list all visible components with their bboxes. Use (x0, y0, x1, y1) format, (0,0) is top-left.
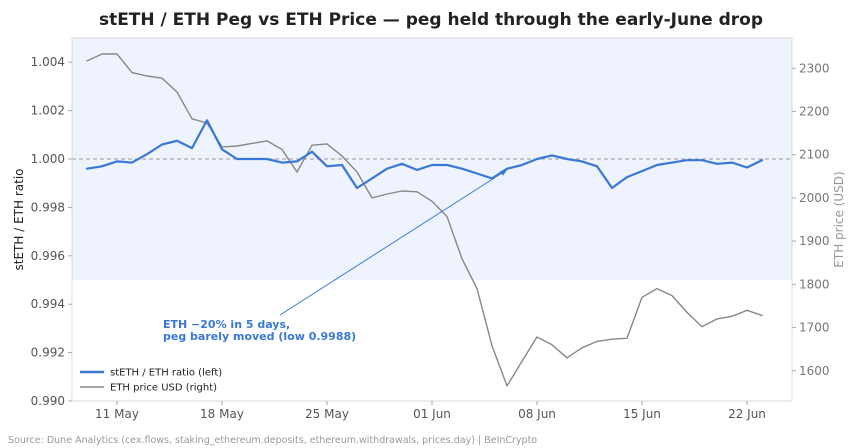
annotation-arrow (279, 169, 508, 316)
x-tick-label: 11 May (95, 407, 139, 421)
annotation-text: ETH −20% in 5 days, (163, 318, 290, 331)
x-tick-label: 08 Jun (518, 407, 556, 421)
legend-label-steth: stETH / ETH ratio (left) (110, 368, 222, 379)
left-tick-label: 0.990 (31, 394, 65, 408)
right-tick-label: 2100 (799, 148, 830, 162)
eth-price-line (86, 53, 763, 387)
annotation-text: peg barely moved (low 0.9988) (163, 330, 356, 343)
left-tick-label: 1.002 (31, 104, 65, 118)
legend-box (74, 363, 234, 395)
legend-label-eth: ETH price USD (right) (110, 383, 217, 394)
x-tick-label: 18 May (200, 407, 244, 421)
left-tick-label: 0.998 (31, 200, 65, 214)
x-tick-label: 01 Jun (413, 407, 451, 421)
left-tick-label: 1.000 (31, 152, 65, 166)
right-tick-label: 2300 (799, 61, 830, 75)
plot-area: 0.990 0.992 0.994 0.996 0.998 1.000 1.002 1.004… (12, 37, 846, 421)
right-tick-label: 2000 (799, 191, 830, 205)
right-tick-label: 1800 (799, 277, 830, 291)
right-tick-label: 1600 (799, 364, 830, 378)
x-tick-label: 15 Jun (623, 407, 661, 421)
source-note: Source: Dune Analytics (cex.flows, staki… (8, 435, 537, 446)
y-axis-left-title: stETH / ETH ratio (12, 169, 26, 271)
left-tick-label: 1.004 (31, 55, 65, 69)
legend: stETH / ETH ratio (left) ETH price USD (… (74, 363, 234, 395)
right-tick-label: 1900 (799, 234, 830, 248)
left-tick-label: 0.994 (31, 297, 65, 311)
chart-title: stETH / ETH Peg vs ETH Price — peg held … (99, 10, 763, 30)
right-tick-label: 1700 (799, 321, 830, 335)
steth-eth-ratio-line (85, 119, 764, 190)
left-tick-label: 0.992 (31, 346, 65, 360)
annotation-arrowhead (500, 169, 507, 176)
x-tick-label: 25 May (305, 407, 349, 421)
right-tick-label: 2200 (799, 104, 830, 118)
y-axis-right-title: ETH price (USD) (832, 171, 846, 267)
x-tick-label: 22 Jun (728, 407, 766, 421)
left-tick-label: 0.996 (31, 249, 65, 263)
